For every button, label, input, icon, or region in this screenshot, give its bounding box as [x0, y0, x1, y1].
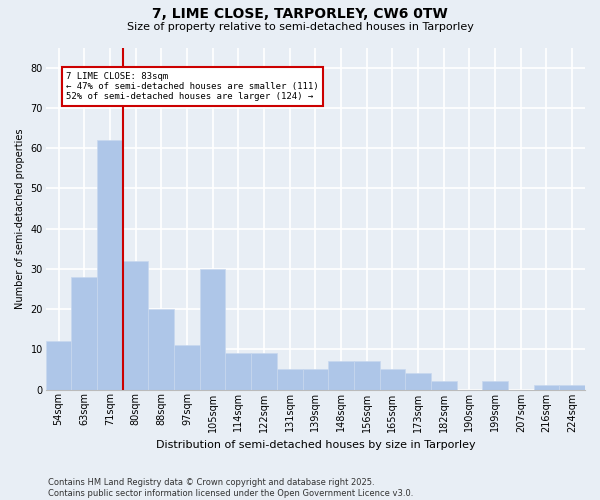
Text: Size of property relative to semi-detached houses in Tarporley: Size of property relative to semi-detach… — [127, 22, 473, 32]
Bar — [174, 346, 200, 390]
Bar — [200, 269, 226, 390]
Text: 7 LIME CLOSE: 83sqm
← 47% of semi-detached houses are smaller (111)
52% of semi-: 7 LIME CLOSE: 83sqm ← 47% of semi-detach… — [66, 72, 319, 102]
Text: Contains HM Land Registry data © Crown copyright and database right 2025.
Contai: Contains HM Land Registry data © Crown c… — [48, 478, 413, 498]
Bar — [533, 386, 559, 390]
Bar — [431, 382, 457, 390]
Bar — [226, 354, 251, 390]
Bar — [46, 341, 71, 390]
Bar — [302, 370, 328, 390]
Bar — [559, 386, 585, 390]
Bar — [123, 261, 148, 390]
Bar — [328, 362, 354, 390]
Bar — [380, 370, 405, 390]
Bar — [97, 140, 123, 390]
Bar — [405, 374, 431, 390]
Bar — [148, 309, 174, 390]
Bar — [482, 382, 508, 390]
Bar — [71, 277, 97, 390]
Bar — [251, 354, 277, 390]
Text: 7, LIME CLOSE, TARPORLEY, CW6 0TW: 7, LIME CLOSE, TARPORLEY, CW6 0TW — [152, 8, 448, 22]
Y-axis label: Number of semi-detached properties: Number of semi-detached properties — [15, 128, 25, 309]
Bar — [277, 370, 302, 390]
X-axis label: Distribution of semi-detached houses by size in Tarporley: Distribution of semi-detached houses by … — [155, 440, 475, 450]
Bar — [354, 362, 380, 390]
